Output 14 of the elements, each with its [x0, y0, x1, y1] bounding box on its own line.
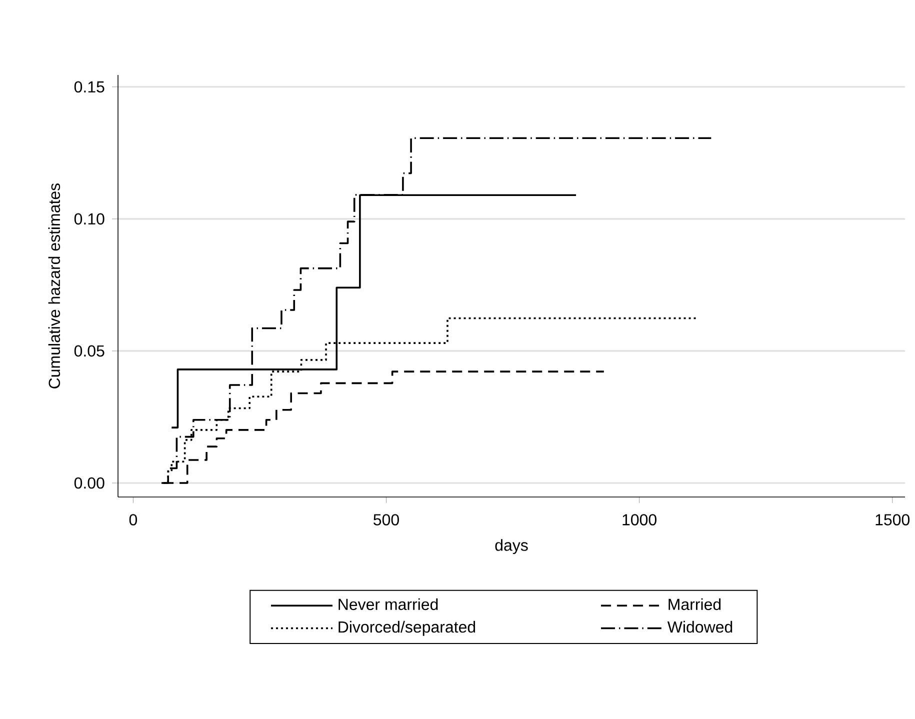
x-tick-label: 1500	[876, 514, 910, 526]
y-axis-title: Cumulative hazard estimates	[48, 183, 60, 388]
x-tick-label: 0	[129, 514, 138, 526]
legend-label: Widowed	[667, 620, 732, 633]
y-tick-label: 0.15	[74, 81, 104, 93]
y-tick-label: 0.10	[74, 213, 104, 225]
x-tick-label: 1000	[622, 514, 656, 526]
legend-label: Divorced/separated	[338, 620, 476, 636]
y-tick-label: 0.00	[74, 477, 104, 489]
legend-label: Never married	[338, 598, 438, 610]
legend-label: Married	[668, 598, 721, 610]
y-tick-label: 0.05	[74, 345, 104, 357]
x-tick-label: 500	[374, 514, 399, 526]
x-axis-title: days	[495, 539, 528, 554]
